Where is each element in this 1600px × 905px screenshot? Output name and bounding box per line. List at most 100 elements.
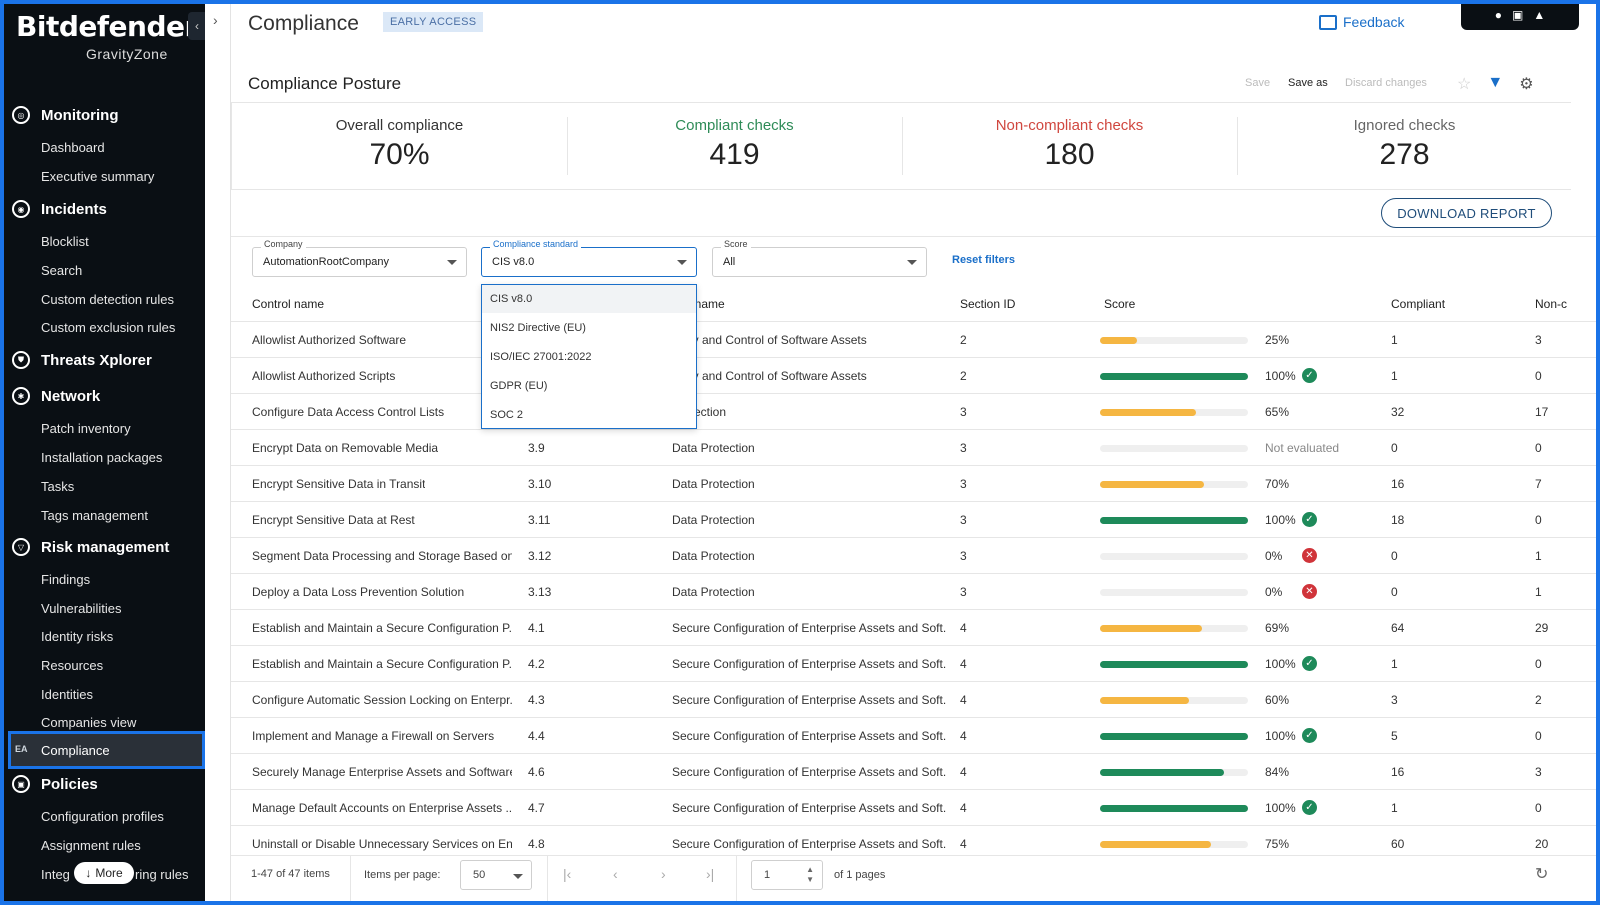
sidebar-item-assignment-rules[interactable]: Assignment rules — [41, 838, 141, 853]
chat-icon — [1319, 14, 1337, 30]
kpi-value: 278 — [1379, 138, 1430, 171]
sidebar-item-compliance[interactable]: EA Compliance — [8, 731, 205, 769]
gift-icon[interactable]: ▣ — [1512, 8, 1524, 22]
sidebar-item-installation-packages[interactable]: Installation packages — [41, 450, 163, 465]
sidebar-item-dashboard[interactable]: Dashboard — [41, 140, 105, 155]
arrow-down-icon: ↓ — [85, 866, 92, 880]
save-as-button[interactable]: Save as — [1288, 77, 1328, 89]
section-name-cell: Secure Configuration of Enterprise Asset… — [672, 837, 947, 851]
sidebar-item-tasks[interactable]: Tasks — [41, 479, 75, 494]
sidebar-item-companies-view[interactable]: Companies view — [41, 715, 137, 730]
prev-page-icon[interactable]: ‹ — [613, 866, 618, 882]
chevron-right-icon[interactable]: › — [213, 12, 218, 28]
download-report-button[interactable]: DOWNLOAD REPORT — [1381, 198, 1552, 228]
col-section-id[interactable]: Section ID — [960, 297, 1016, 311]
page-number-input[interactable]: 1 ▲ ▼ — [751, 860, 823, 890]
score-filter-value: All — [723, 256, 736, 268]
table-row[interactable]: Securely Manage Enterprise Assets and So… — [231, 754, 1596, 790]
dropdown-option[interactable]: SOC 2 — [490, 409, 524, 421]
col-control-name[interactable]: Control name — [252, 297, 325, 311]
section-id-cell: 3 — [960, 549, 967, 563]
x-circle-icon: ✕ — [1302, 584, 1317, 599]
compliance-standard-filter[interactable]: Compliance standard CIS v8.0 — [481, 239, 697, 277]
dropdown-option[interactable]: CIS v8.0 — [482, 285, 696, 313]
control-name-cell: Allowlist Authorized Scripts — [252, 369, 396, 383]
dropdown-option[interactable]: ISO/IEC 27001:2022 — [490, 351, 592, 363]
sidebar-section-network[interactable]: ✱ Network — [4, 381, 205, 411]
col-score[interactable]: Score — [1104, 297, 1136, 311]
sidebar-item-label-suffix[interactable]: ring rules — [135, 867, 189, 882]
items-per-page-select[interactable]: 50 — [460, 860, 532, 890]
feedback-link[interactable]: Feedback — [1319, 14, 1404, 30]
col-compliant[interactable]: Compliant — [1391, 297, 1446, 311]
discard-changes-button[interactable]: Discard changes — [1345, 77, 1427, 89]
sidebar-item-label: Compliance — [41, 743, 110, 758]
stepper-icon[interactable]: ▲ ▼ — [806, 865, 814, 884]
col-non-compliant[interactable]: Non-c — [1535, 297, 1568, 311]
filter-icon[interactable]: ▼ — [1487, 74, 1504, 91]
sidebar-item-blocklist[interactable]: Blocklist — [41, 234, 89, 249]
table-row[interactable]: Establish and Maintain a Secure Configur… — [231, 610, 1596, 646]
table-row[interactable]: Implement and Manage a Firewall on Serve… — [231, 718, 1596, 754]
table-row[interactable]: Deploy a Data Loss Prevention Solution 3.… — [231, 574, 1596, 610]
table-row[interactable]: Allowlist Authorized Software ntory and C… — [231, 322, 1596, 358]
company-filter[interactable]: Company AutomationRootCompany — [252, 239, 467, 277]
sidebar-item-configuration-profiles[interactable]: Configuration profiles — [41, 809, 164, 824]
score-bar-fill — [1100, 805, 1248, 812]
divider — [547, 856, 548, 901]
brand-logo: Bitdefender GravityZone — [16, 10, 198, 62]
score-bar — [1100, 841, 1248, 848]
score-text: Not evaluated — [1265, 441, 1340, 455]
bell-icon[interactable]: ▲ — [1533, 8, 1546, 22]
table-row[interactable]: Encrypt Data on Removable Media 3.9 Data P… — [231, 430, 1596, 466]
table-row[interactable]: Encrypt Sensitive Data at Rest 3.11 Data P… — [231, 502, 1596, 538]
sidebar-item-custom-exclusion-rules[interactable]: Custom exclusion rules — [41, 320, 176, 335]
dropdown-option[interactable]: GDPR (EU) — [490, 380, 548, 392]
settings-sliders-icon[interactable]: ⚙ — [1519, 76, 1534, 93]
table-row[interactable]: Segment Data Processing and Storage Base… — [231, 538, 1596, 574]
save-button[interactable]: Save — [1245, 77, 1271, 89]
sidebar-item-custom-detection-rules[interactable]: Custom detection rules — [41, 292, 174, 307]
sidebar-item-vulnerabilities[interactable]: Vulnerabilities — [41, 601, 122, 616]
sidebar-section-incidents[interactable]: ◉ Incidents — [4, 194, 205, 224]
sidebar-item-integ[interactable]: Integ — [41, 867, 70, 882]
sidebar-item-executive-summary[interactable]: Executive summary — [41, 169, 155, 184]
score-bar-fill — [1100, 661, 1248, 668]
more-button[interactable]: ↓ More — [74, 862, 134, 884]
dropdown-option[interactable]: NIS2 Directive (EU) — [490, 322, 586, 334]
sidebar-item-findings[interactable]: Findings — [41, 572, 91, 587]
control-name-cell: Uninstall or Disable Unnecessary Service… — [252, 837, 512, 851]
sidebar-section-risk-management[interactable]: ▽ Risk management — [4, 532, 205, 562]
sidebar-section-threats-xplorer[interactable]: ⛊ Threats Xplorer — [4, 345, 205, 375]
sidebar-section-policies[interactable]: ▣ Policies — [4, 769, 205, 799]
sidebar-item-identity-risks[interactable]: Identity risks — [41, 629, 114, 644]
sidebar-item-tags-management[interactable]: Tags management — [41, 508, 148, 523]
sidebar-item-resources[interactable]: Resources — [41, 658, 104, 673]
first-page-icon[interactable]: |‹ — [563, 866, 572, 882]
score-text: 75% — [1265, 837, 1290, 851]
table-row[interactable]: Encrypt Sensitive Data in Transit 3.10 Dat… — [231, 466, 1596, 502]
sidebar-item-patch-inventory[interactable]: Patch inventory — [41, 421, 131, 436]
refresh-icon[interactable]: ↻ — [1535, 866, 1549, 883]
table-row[interactable]: Establish and Maintain a Secure Configur… — [231, 646, 1596, 682]
star-icon[interactable]: ☆ — [1457, 76, 1472, 93]
table-row[interactable]: Allowlist Authorized Scripts ntory and Co… — [231, 358, 1596, 394]
user-icon[interactable]: ● — [1494, 8, 1502, 22]
divider — [350, 856, 351, 901]
score-filter[interactable]: Score All — [712, 239, 927, 277]
section-name-cell: Data Protection — [672, 513, 755, 527]
section-name-cell: Secure Configuration of Enterprise Asset… — [672, 621, 947, 635]
table-row[interactable]: Configure Automatic Session Locking on E… — [231, 682, 1596, 718]
sidebar-section-monitoring[interactable]: ◎ Monitoring — [4, 100, 205, 130]
collapse-sidebar-button[interactable]: ‹ — [188, 12, 206, 40]
last-page-icon[interactable]: ›| — [706, 866, 715, 882]
reset-filters-link[interactable]: Reset filters — [952, 254, 1015, 266]
score-bar — [1100, 337, 1248, 344]
non-compliant-cell: 3 — [1535, 333, 1542, 347]
table-row[interactable]: Configure Data Access Control Lists Prote… — [231, 394, 1596, 430]
table-row[interactable]: Manage Default Accounts on Enterprise As… — [231, 790, 1596, 826]
sidebar-item-identities[interactable]: Identities — [41, 687, 94, 702]
sidebar-item-search[interactable]: Search — [41, 263, 83, 278]
score-bar-fill — [1100, 409, 1197, 416]
next-page-icon[interactable]: › — [661, 866, 666, 882]
